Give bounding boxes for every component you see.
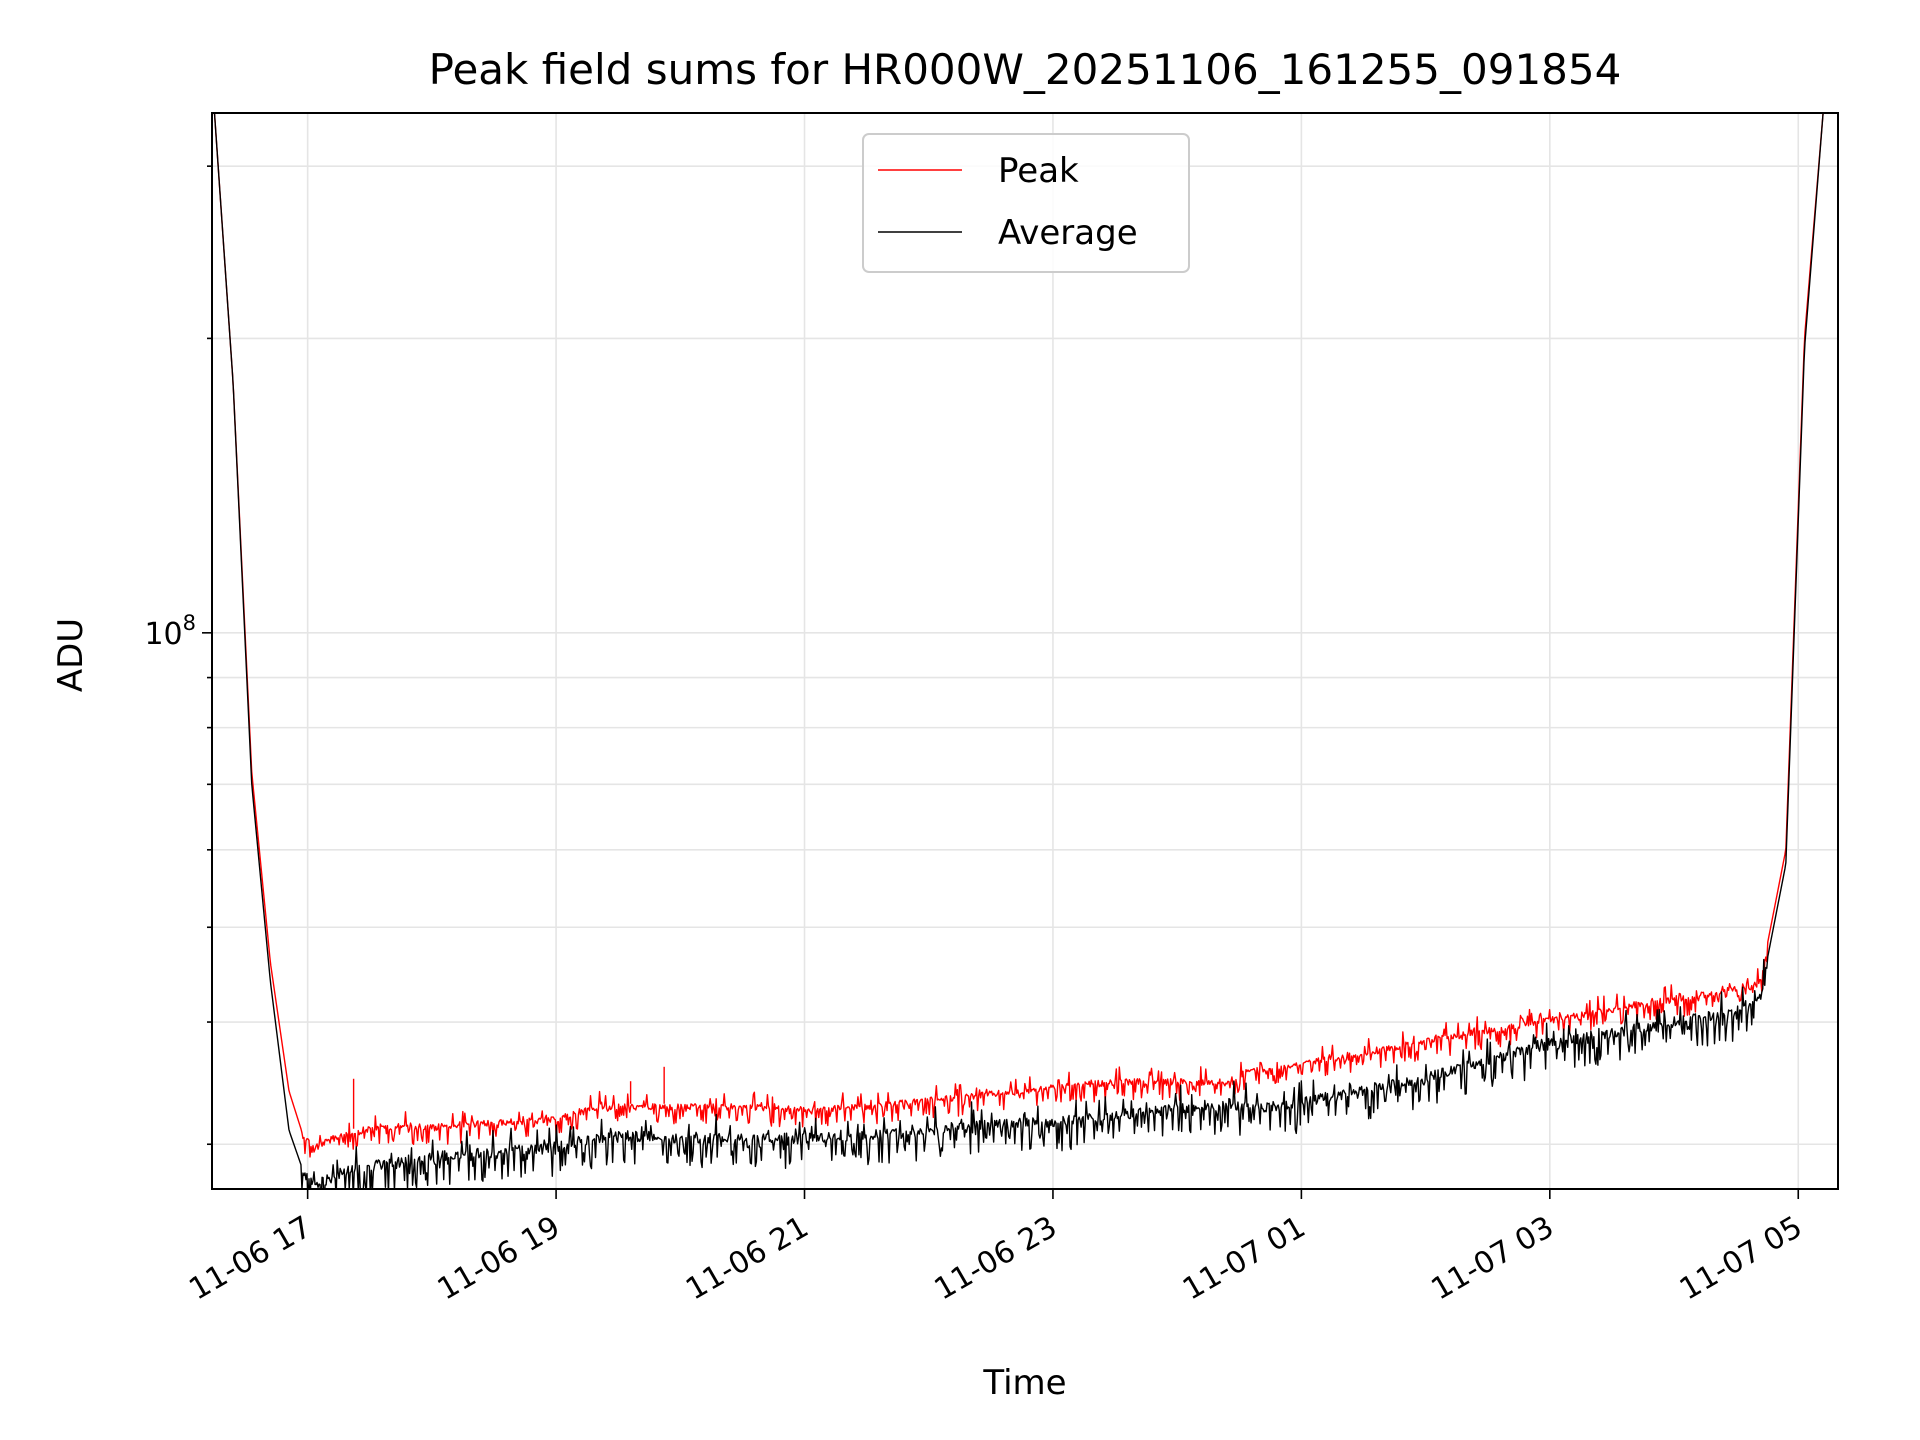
legend-average-label: Average xyxy=(998,213,1138,253)
legend: Peak Average xyxy=(862,133,1190,273)
legend-frame xyxy=(862,133,1190,273)
grid xyxy=(212,113,1838,1189)
chart-title: Peak field sums for HR000W_20251106_1612… xyxy=(429,45,1622,94)
series-line-peak xyxy=(213,113,1824,1158)
plot-frame xyxy=(211,112,1839,1190)
y-tick-label: 108 xyxy=(144,611,196,652)
series-layer xyxy=(213,113,1824,1189)
x-axis-label: Time xyxy=(982,1363,1066,1403)
series-line-average xyxy=(213,113,1824,1189)
y-axis-label: ADU xyxy=(51,618,91,692)
legend-peak-label: Peak xyxy=(998,151,1079,191)
